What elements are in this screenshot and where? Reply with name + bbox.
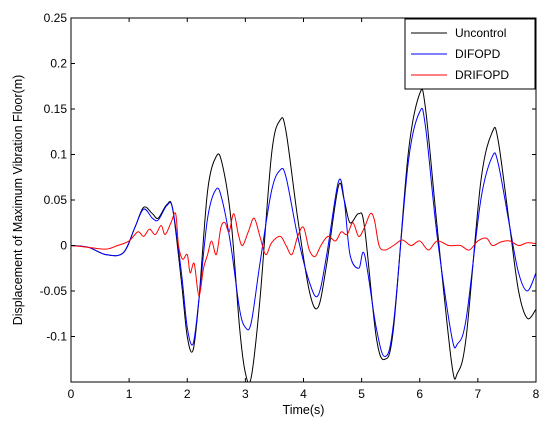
y-tick-label: 0.2 <box>50 57 67 71</box>
y-tick-label: 0.05 <box>44 193 68 207</box>
legend: Uncontrol DIFOPD DRIFOPD <box>404 18 536 90</box>
y-tick-label: 0 <box>60 239 67 253</box>
y-tick-label: -0.1 <box>46 330 67 344</box>
y-tick-label: 0.25 <box>44 11 68 25</box>
x-tick-label: 0 <box>68 387 75 401</box>
legend-label: DRIFOPD <box>455 68 509 82</box>
x-tick-label: 2 <box>184 387 191 401</box>
y-tick-label: 0.15 <box>44 102 68 116</box>
x-tick-label: 8 <box>533 387 540 401</box>
x-tick-label: 5 <box>358 387 365 401</box>
x-axis-label: Time(s) <box>283 403 325 417</box>
y-axis-label: Displacement of Maximum Vibration Floor(… <box>11 75 25 326</box>
y-axis-ticks: -0.1 -0.05 0 0.05 0.1 0.15 0.2 0.25 <box>40 11 536 344</box>
series-line-drifopd <box>71 212 536 297</box>
series-line-difopd <box>71 107 536 358</box>
series-layer <box>71 88 536 382</box>
x-tick-label: 6 <box>416 387 423 401</box>
x-tick-label: 3 <box>242 387 249 401</box>
legend-label: DIFOPD <box>455 47 501 61</box>
x-tick-label: 1 <box>126 387 133 401</box>
legend-label: Uncontrol <box>455 26 506 40</box>
x-tick-label: 4 <box>300 387 307 401</box>
x-tick-label: 7 <box>475 387 482 401</box>
y-tick-label: 0.1 <box>50 148 67 162</box>
y-tick-label: -0.05 <box>40 284 68 298</box>
